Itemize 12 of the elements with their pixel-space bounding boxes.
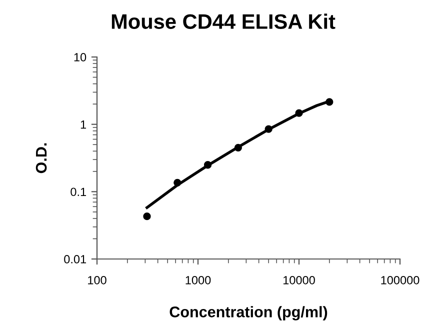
x-tick-label: 1000 [186, 276, 211, 284]
y-tick-label: 0.1 [70, 188, 86, 196]
x-tick-label: 10000 [283, 276, 315, 284]
point [143, 212, 151, 220]
x-axis-title: Concentration (pg/ml) [170, 306, 328, 320]
y-tick-label: 1 [80, 120, 86, 129]
y-axis-title: O.D. [36, 143, 47, 174]
y-tick-label: 0.01 [64, 255, 86, 264]
x-tick-label: 100 [88, 276, 106, 284]
y-tick-label: 10 [74, 53, 86, 62]
chart-title: Mouse CD44 ELISA Kit [112, 14, 336, 29]
x-tick-label: 100000 [381, 276, 420, 284]
